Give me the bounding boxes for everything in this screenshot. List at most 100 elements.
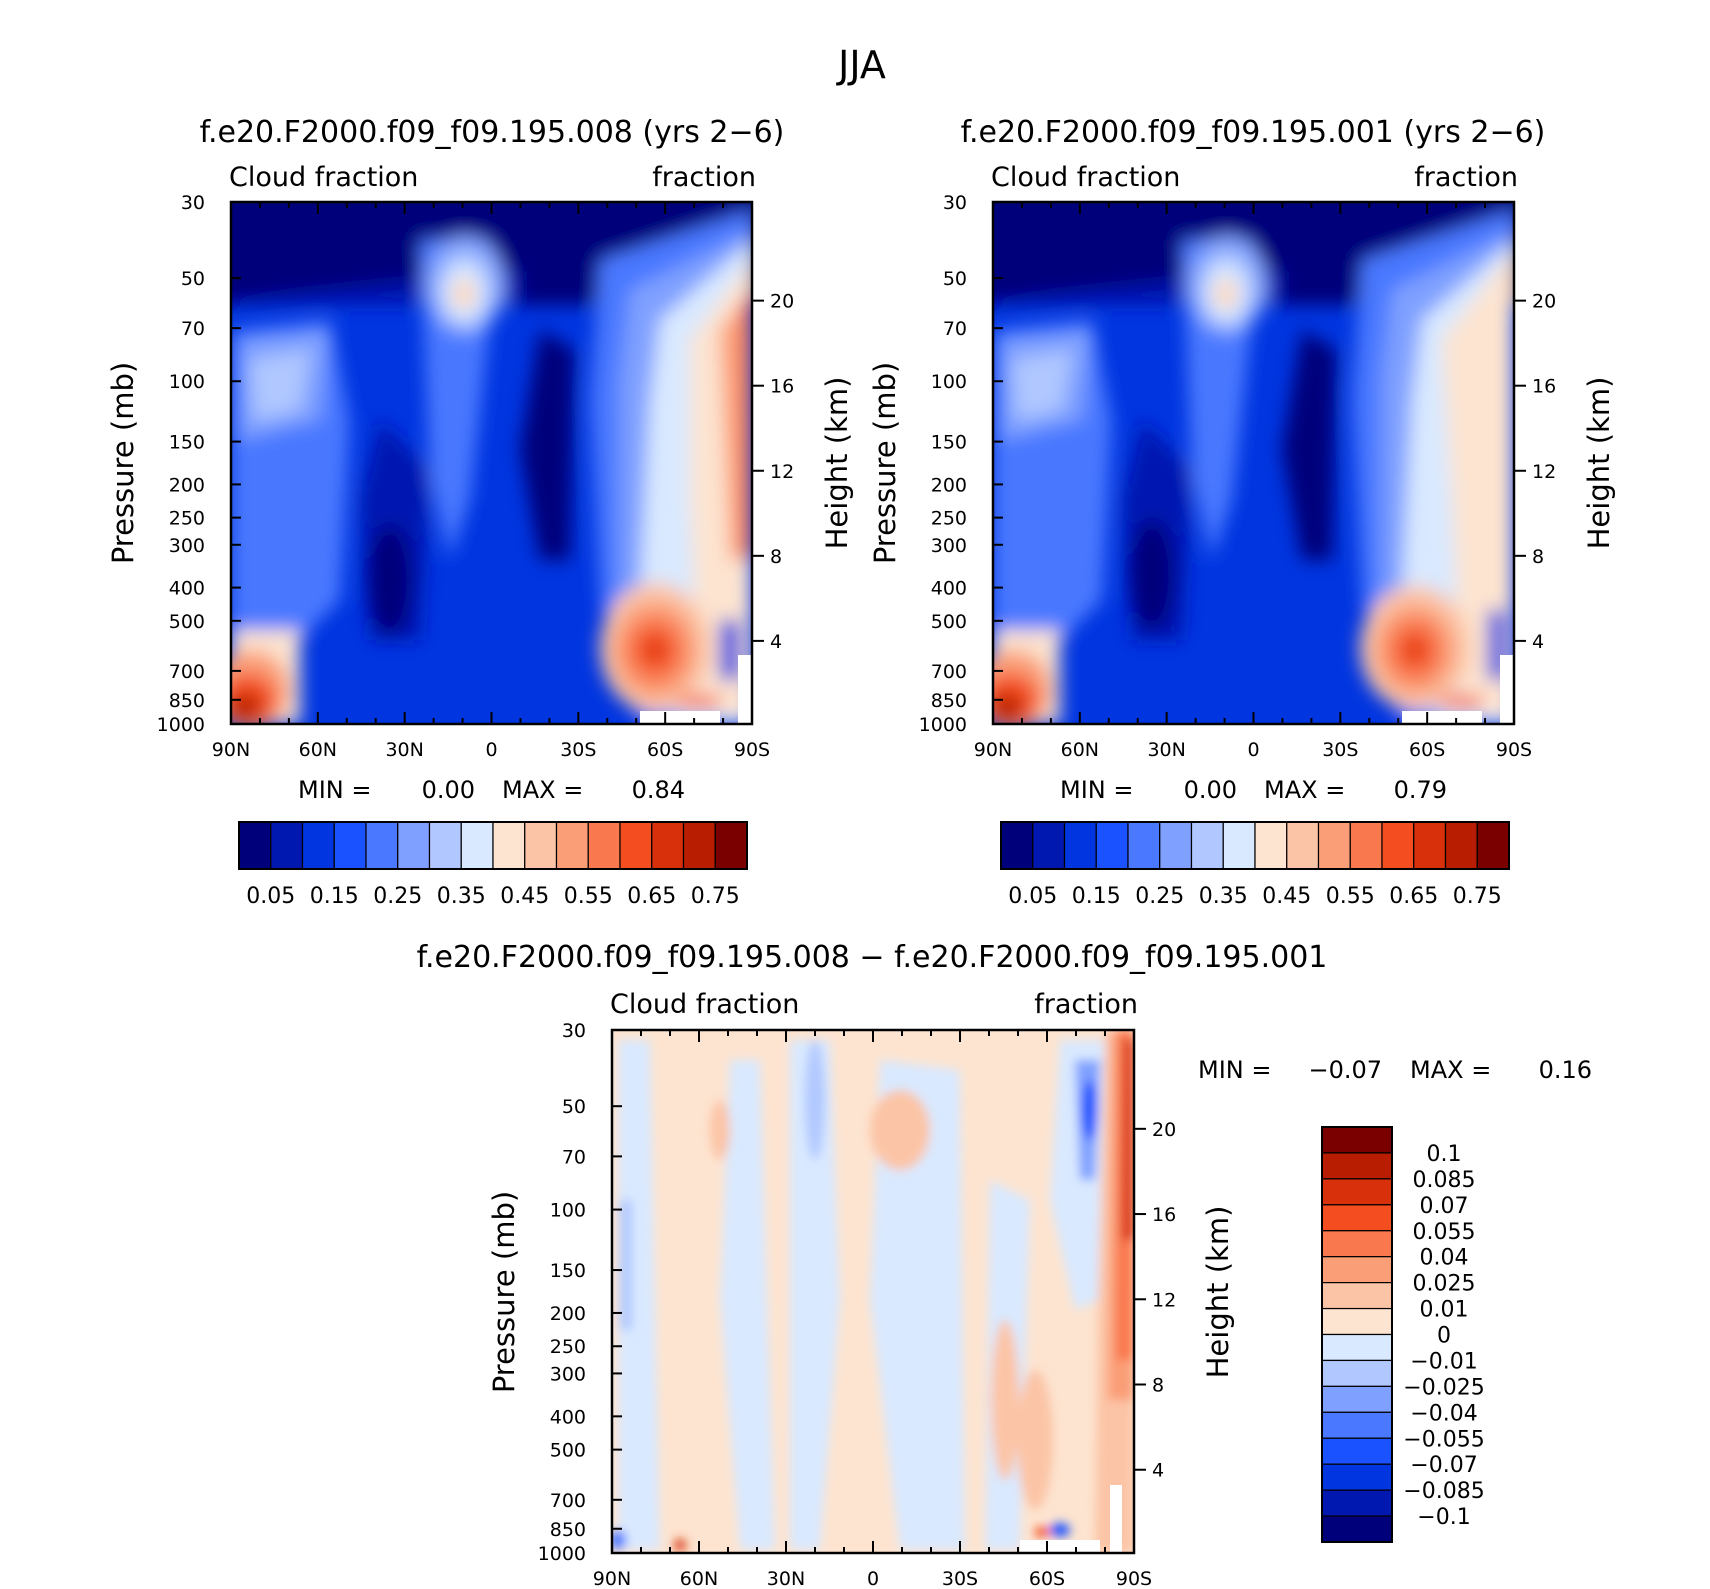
y-tick-label: 100 [931, 371, 967, 393]
x-tick-label: 60N [299, 739, 337, 761]
colorbar-swatch [1321, 1204, 1393, 1232]
panel-3-ylabel: Pressure (mb) [487, 1191, 521, 1393]
colorbar-swatch [1063, 821, 1097, 870]
y-tick-label: 850 [550, 1519, 586, 1541]
panel-3-min-value: −0.07 [1308, 1056, 1382, 1084]
y-tick-label: 250 [931, 508, 967, 530]
colorbar-swatch [1321, 1152, 1393, 1180]
colorbar-swatch [1317, 821, 1351, 870]
y-tick-label: 150 [550, 1260, 586, 1282]
colorbar-swatch [1444, 821, 1478, 870]
colorbar-swatch [428, 821, 462, 870]
panel-2-ylabel: Pressure (mb) [868, 362, 902, 564]
y-tick-label: 850 [931, 690, 967, 712]
colorbar-label: 0.1 [1427, 1142, 1462, 1167]
panel-2-left-label: Cloud fraction [991, 162, 1180, 193]
colorbar-swatch [1321, 1126, 1393, 1154]
panel-1: f.e20.F2000.f09_f09.195.008 (yrs 2−6) Cl… [106, 115, 854, 909]
colorbar-swatch [714, 821, 748, 870]
y2-tick-label: 16 [1532, 376, 1556, 398]
colorbar-label: 0.65 [1389, 884, 1438, 909]
panel-3: f.e20.F2000.f09_f09.195.008 − f.e20.F200… [417, 940, 1592, 1589]
panel-1-xticks: 90N 60N 30N 0 30S 60S 90S [212, 202, 770, 761]
panel-2-min-value: 0.00 [1184, 776, 1237, 804]
colorbar-swatch [1127, 821, 1161, 870]
colorbar-frame [238, 821, 748, 870]
x-tick-label: 30N [767, 1568, 805, 1589]
y-tick-label: 700 [169, 661, 205, 683]
panel-1-heatmap [231, 202, 752, 724]
colorbar-swatch [365, 821, 399, 870]
x-tick-label: 60S [1409, 739, 1445, 761]
panel-3-y2ticks: 20 16 12 8 4 [1134, 1119, 1176, 1482]
x-tick-label: 90S [1496, 739, 1532, 761]
colorbar-swatch [1321, 1489, 1393, 1517]
colorbar-swatch [460, 821, 494, 870]
x-tick-label: 30S [942, 1568, 978, 1589]
y-tick-label: 30 [562, 1020, 586, 1042]
x-tick-label: 0 [485, 739, 497, 761]
y-tick-label: 1000 [919, 714, 967, 736]
y-tick-label: 30 [943, 192, 967, 214]
y-tick-label: 400 [169, 578, 205, 600]
colorbar-swatch [333, 821, 367, 870]
panel-2-max-label: MAX = [1264, 776, 1345, 804]
x-tick-label: 60N [1061, 739, 1099, 761]
panel-3-heatmap [612, 1030, 1134, 1553]
y-tick-label: 700 [931, 661, 967, 683]
x-tick-label: 90S [734, 739, 770, 761]
panel-2-min-label: MIN = [1060, 776, 1133, 804]
colorbar-swatch [1321, 1463, 1393, 1491]
x-tick-label: 90N [593, 1568, 631, 1589]
panel-1-right-label: fraction [652, 162, 756, 193]
y2-tick-label: 16 [770, 376, 794, 398]
x-tick-label: 30S [1322, 739, 1358, 761]
colorbar-swatch [1286, 821, 1320, 870]
colorbar-label: 0.15 [1072, 884, 1121, 909]
y-tick-label: 850 [169, 690, 205, 712]
y-tick-label: 400 [550, 1406, 586, 1428]
panel-2-heatmap [993, 202, 1514, 724]
y-tick-label: 700 [550, 1490, 586, 1512]
colorbar-swatch [1222, 821, 1256, 870]
y2-tick-label: 20 [1532, 291, 1556, 313]
y-tick-label: 50 [562, 1096, 586, 1118]
panel-3-right-label: fraction [1034, 989, 1138, 1020]
colorbar-swatch [1381, 821, 1415, 870]
x-tick-label: 90N [974, 739, 1012, 761]
colorbar-swatch [1321, 1333, 1393, 1362]
panel-3-min-label: MIN = [1198, 1056, 1271, 1084]
panel-1-y2label: Height (km) [820, 377, 854, 550]
panel-2-max-value: 0.79 [1394, 776, 1447, 804]
colorbar-swatch [1032, 821, 1066, 870]
x-tick-label: 90S [1116, 1568, 1152, 1589]
colorbar-label: 0.05 [1008, 884, 1057, 909]
x-tick-label: 0 [867, 1568, 879, 1589]
colorbar-swatch [1413, 821, 1447, 870]
colorbar-swatch [270, 821, 304, 870]
panel-2-y2label: Height (km) [1582, 377, 1616, 550]
colorbar-label: 0.05 [246, 884, 295, 909]
x-tick-label: 90N [212, 739, 250, 761]
colorbar-swatch [1321, 1307, 1393, 1336]
y2-tick-label: 20 [1152, 1119, 1176, 1141]
y2-tick-label: 20 [770, 291, 794, 313]
panel-2-title: f.e20.F2000.f09_f09.195.001 (yrs 2−6) [961, 115, 1546, 150]
colorbar-label: 0.75 [1453, 884, 1502, 909]
colorbar-label: 0.35 [437, 884, 486, 909]
y-tick-label: 150 [169, 432, 205, 454]
colorbar-swatch [492, 821, 526, 870]
colorbar-swatch [1321, 1178, 1393, 1206]
panel-3-left-label: Cloud fraction [610, 989, 799, 1020]
colorbar-swatch [1159, 821, 1193, 870]
colorbar-swatch [301, 821, 335, 870]
y-tick-label: 400 [931, 578, 967, 600]
y-tick-label: 1000 [157, 714, 205, 736]
colorbar-swatch [587, 821, 621, 870]
panel-3-title: f.e20.F2000.f09_f09.195.008 − f.e20.F200… [417, 940, 1328, 975]
panel-1-max-label: MAX = [502, 776, 583, 804]
colorbar-label: 0.25 [373, 884, 422, 909]
colorbar-swatch [1321, 1359, 1393, 1387]
panel-1-colorbar: 0.05 0.15 0.25 0.35 0.45 0.55 0.65 0.75 [238, 821, 748, 909]
